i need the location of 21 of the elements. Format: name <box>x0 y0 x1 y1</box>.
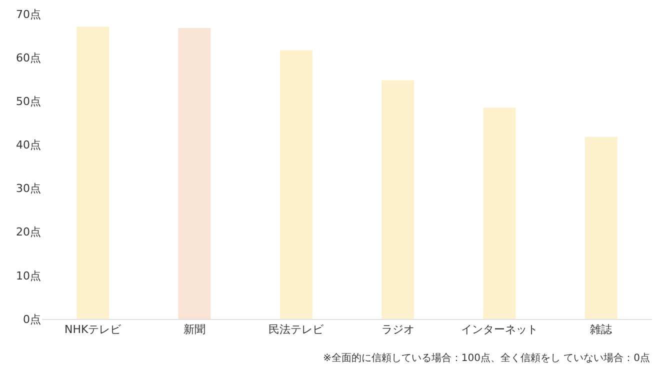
bar <box>483 108 516 319</box>
x-tick-label: ラジオ <box>381 323 414 336</box>
bar <box>280 50 312 319</box>
y-tick-label: 0点 <box>23 312 41 326</box>
bar <box>584 136 618 319</box>
y-tick-label: 70点 <box>16 8 41 21</box>
y-tick-label: 40点 <box>16 138 41 152</box>
x-tick-label: インターネット <box>461 323 538 336</box>
y-tick-label: 30点 <box>16 182 41 196</box>
y-tick-label: 50点 <box>16 94 41 108</box>
bar <box>382 80 414 319</box>
x-tick-label: 民法テレビ <box>268 323 325 336</box>
x-tick-label: 新聞 <box>184 323 206 336</box>
y-tick-label: 60点 <box>16 51 41 64</box>
x-tick-label: NHKテレビ <box>64 323 122 336</box>
bar <box>178 28 211 319</box>
bar <box>76 26 110 319</box>
text: ※全面的に信頼している場合：100点、全く信頼をし ていない場合：0点 <box>323 352 650 364</box>
y-tick-label: 20点 <box>16 226 41 239</box>
y-tick-label: 10点 <box>16 269 41 282</box>
x-tick-label: 雑誌 <box>590 323 612 336</box>
